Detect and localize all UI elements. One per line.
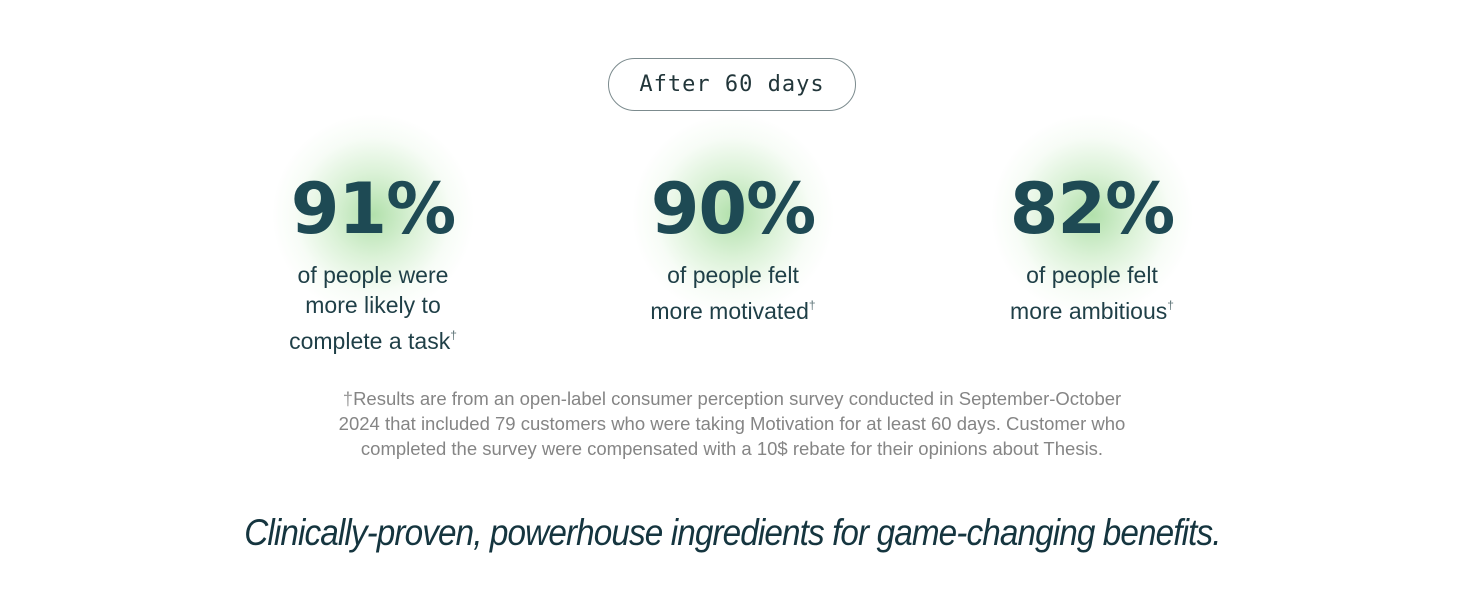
caption-line: of people felt bbox=[1026, 262, 1158, 288]
stat-caption: of people felt more motivated† bbox=[583, 260, 883, 326]
green-glow-decoration bbox=[273, 115, 473, 315]
caption-line: more likely to bbox=[305, 292, 441, 318]
tagline-text: Clinically-proven, powerhouse ingredient… bbox=[243, 512, 1221, 553]
stat-caption: of people felt more ambitious† bbox=[942, 260, 1242, 326]
stat-percentage: 82% bbox=[1009, 168, 1176, 250]
stat-percentage: 90% bbox=[650, 168, 817, 250]
stat-block-ambition: 82% of people felt more ambitious† bbox=[942, 115, 1242, 326]
survey-footnote: †Results are from an open-label consumer… bbox=[282, 386, 1182, 461]
caption-line: of people felt bbox=[667, 262, 799, 288]
green-glow-decoration bbox=[633, 115, 833, 315]
stat-caption: of people were more likely to complete a… bbox=[223, 260, 523, 356]
dagger-footnote-mark: † bbox=[450, 328, 457, 342]
footnote-line: 2024 that included 79 customers who were… bbox=[338, 413, 1126, 434]
benefits-tagline: Clinically-proven, powerhouse ingredient… bbox=[0, 512, 1464, 554]
footnote-line: Results are from an open-label consumer … bbox=[353, 388, 1122, 409]
dagger-footnote-mark: † bbox=[1167, 298, 1174, 312]
stat-block-task-completion: 91% of people were more likely to comple… bbox=[223, 115, 523, 356]
green-glow-decoration bbox=[992, 115, 1192, 315]
caption-line: of people were bbox=[297, 262, 449, 288]
badge-label: After 60 days bbox=[639, 72, 825, 97]
dagger-footnote-mark: † bbox=[342, 388, 354, 409]
footnote-line: completed the survey were compensated wi… bbox=[360, 438, 1104, 459]
caption-line: complete a task bbox=[289, 328, 451, 354]
stat-block-motivation: 90% of people felt more motivated† bbox=[583, 115, 883, 326]
stat-percentage: 91% bbox=[290, 168, 457, 250]
after-60-days-badge: After 60 days bbox=[608, 58, 856, 111]
caption-line: more motivated bbox=[650, 298, 809, 324]
caption-line: more ambitious bbox=[1010, 298, 1168, 324]
dagger-footnote-mark: † bbox=[808, 298, 816, 312]
